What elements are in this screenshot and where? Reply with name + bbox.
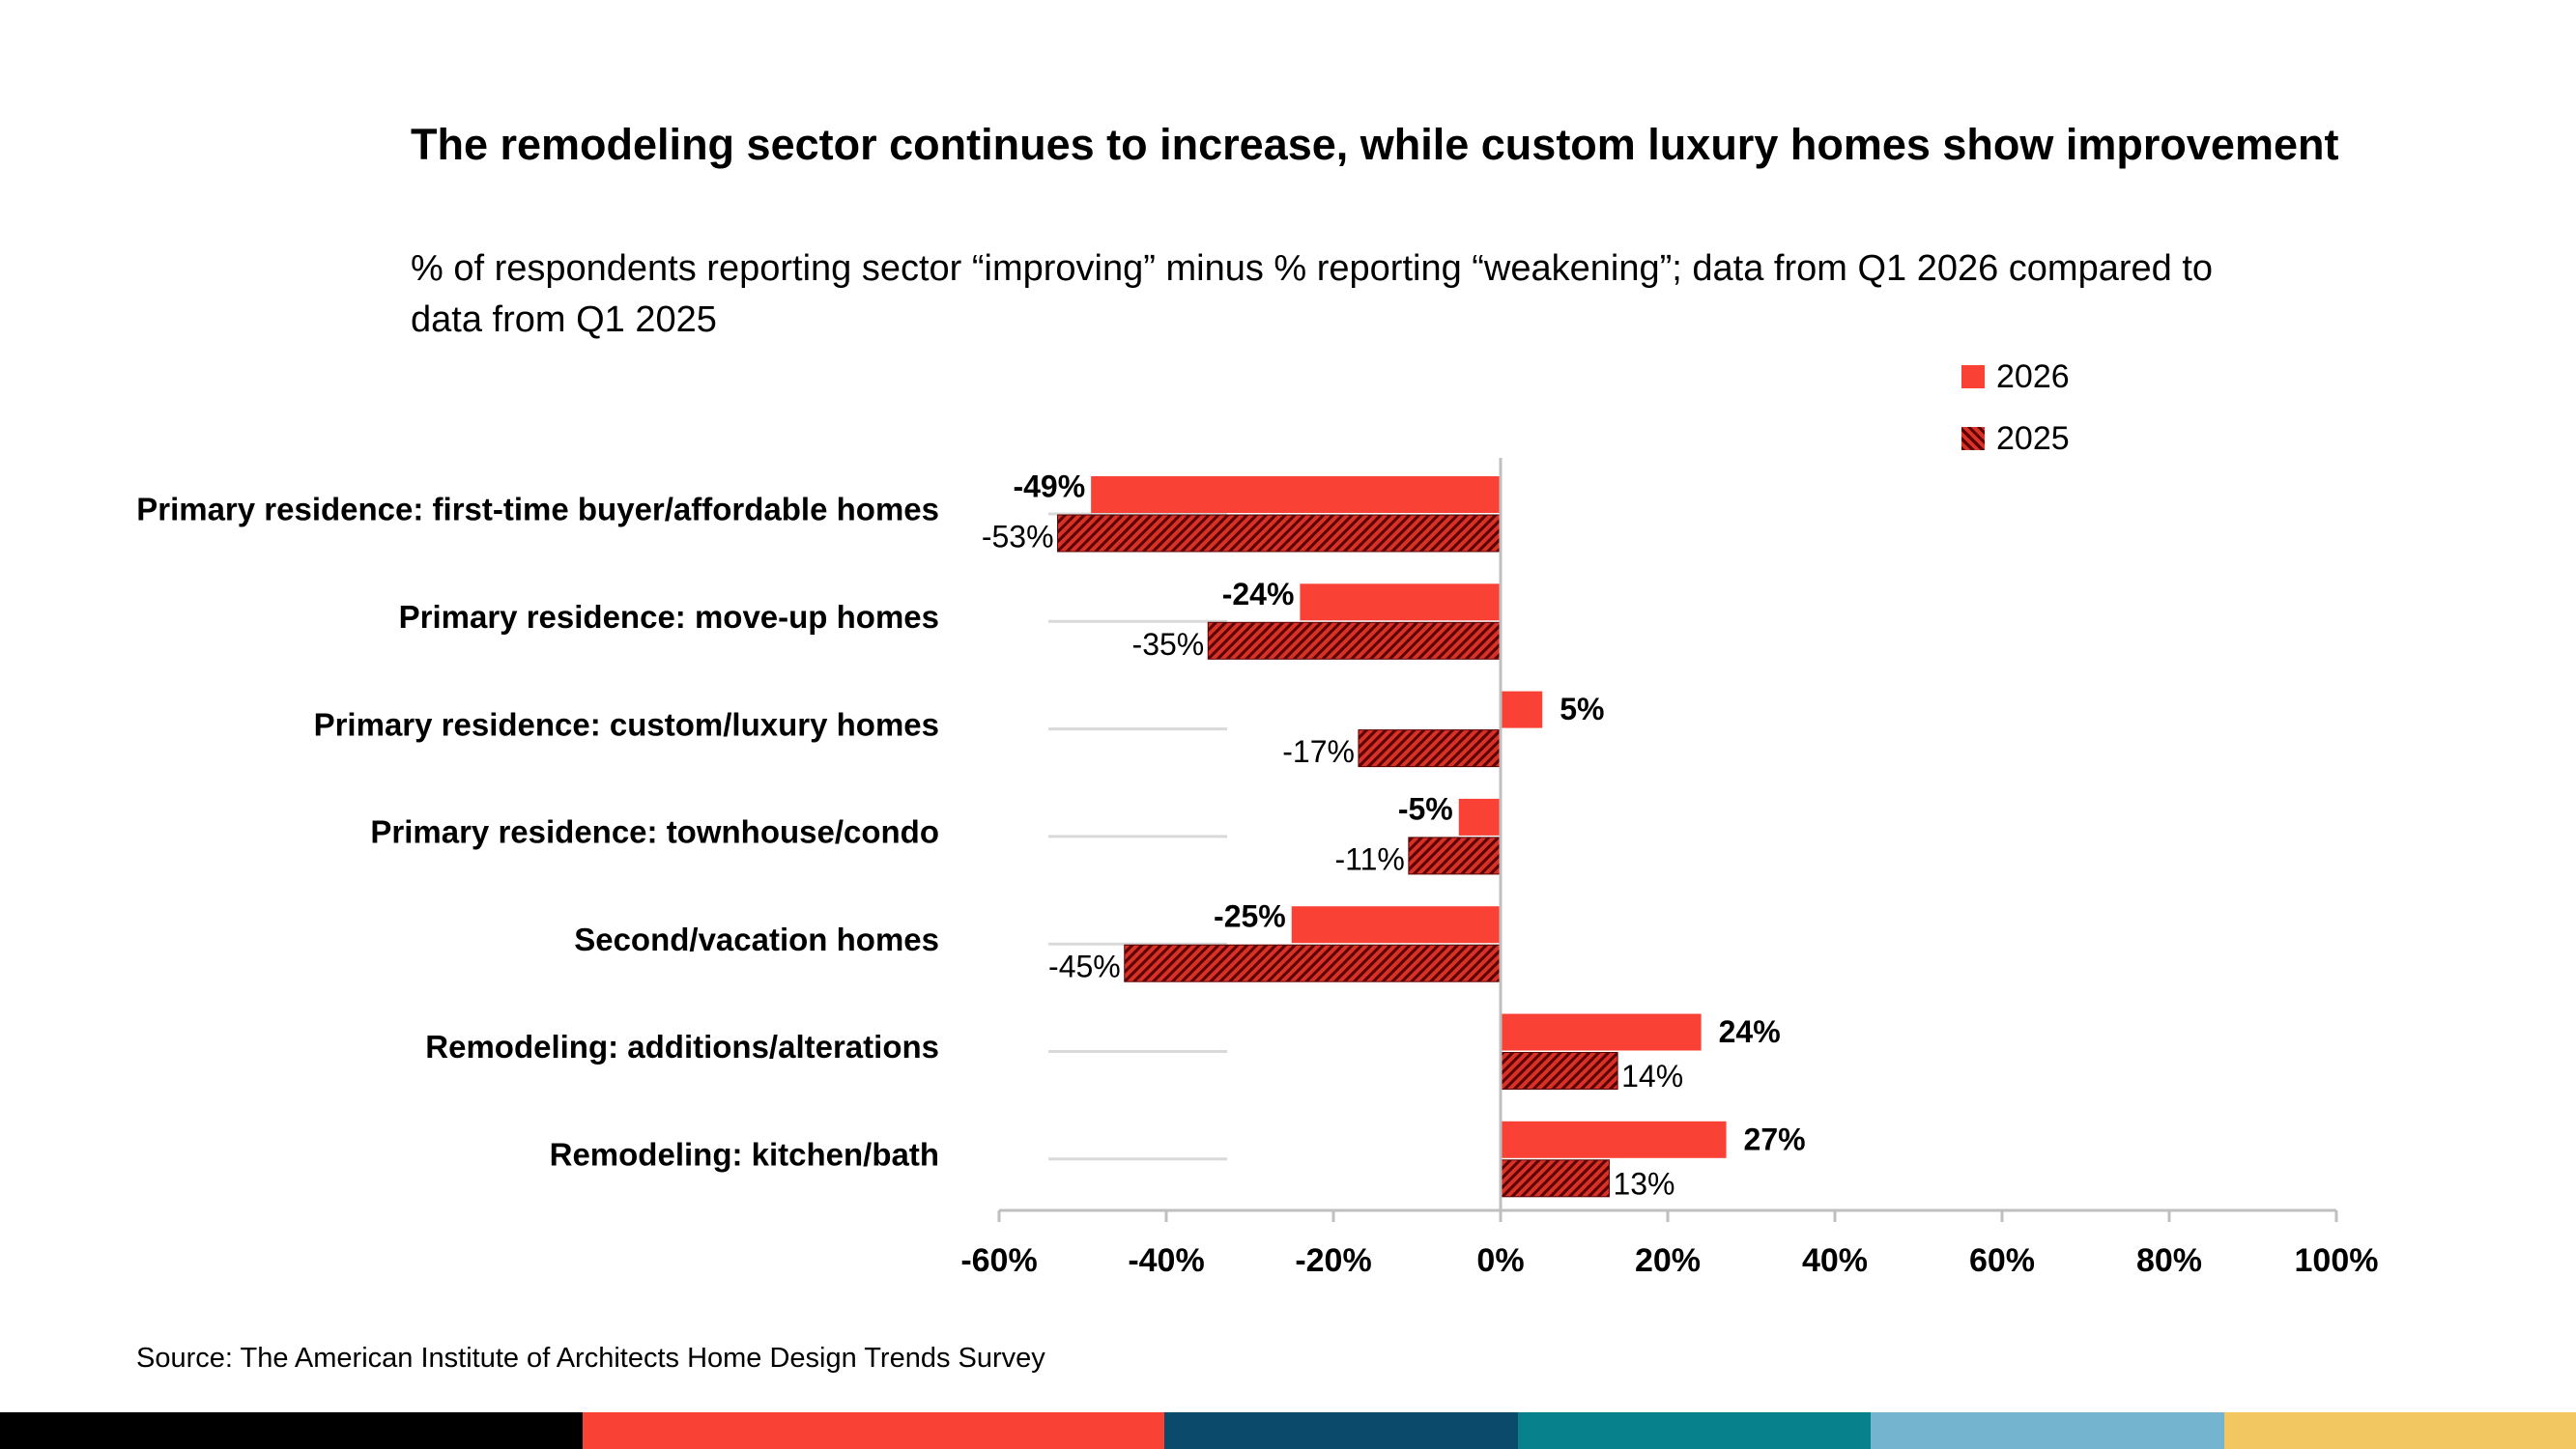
footer-segment — [1871, 1412, 2224, 1449]
data-label-2026: 5% — [1560, 692, 1604, 726]
category-label: Primary residence: custom/luxury homes — [314, 706, 939, 742]
category-label: Primary residence: first-time buyer/affo… — [136, 492, 939, 527]
data-label-2025: -53% — [982, 519, 1054, 554]
data-label-2026: -49% — [1013, 469, 1085, 503]
legend-item-2025: 2025 — [1961, 408, 2070, 469]
bar-chart: -60% -40% -20% 0% 20% 40% 60% 80% 100% Primary re… — [136, 458, 2379, 1279]
x-tick-label: -40% — [1128, 1242, 1204, 1279]
bar-2025 — [1057, 514, 1502, 553]
legend-item-2026: 2026 — [1961, 346, 2070, 408]
footer-color-bar — [0, 1412, 2576, 1449]
data-label-2025: 13% — [1613, 1166, 1674, 1201]
data-label-2026: 27% — [1744, 1122, 1806, 1156]
bar-2026 — [1091, 476, 1501, 513]
data-label-2026: -25% — [1214, 899, 1286, 934]
legend-swatch-2025 — [1961, 427, 1985, 450]
data-label-2025: -11% — [1335, 841, 1405, 876]
category-label: Second/vacation homes — [574, 922, 939, 957]
data-label-2025: -35% — [1132, 627, 1205, 662]
chart-title: The remodeling sector continues to incre… — [411, 120, 2339, 169]
x-tick-label: 20% — [1635, 1242, 1701, 1279]
bar-2025 — [1408, 837, 1502, 875]
x-tick-label: 80% — [2136, 1242, 2202, 1279]
category-label: Primary residence: move-up homes — [399, 599, 939, 635]
footer-segment — [0, 1412, 583, 1449]
x-tick-label: 100% — [2295, 1242, 2379, 1279]
data-label-2025: 14% — [1621, 1059, 1683, 1094]
data-label-2025: -17% — [1282, 734, 1355, 769]
x-tick-label: 0% — [1476, 1242, 1524, 1279]
category-label: Remodeling: additions/alterations — [425, 1029, 939, 1065]
bar-2026 — [1501, 691, 1543, 728]
bar-2026 — [1501, 1013, 1702, 1051]
bar-2026 — [1501, 1121, 1727, 1158]
footer-segment — [1518, 1412, 1871, 1449]
legend: 2026 2025 — [1961, 346, 2070, 469]
data-label-2026: 24% — [1719, 1014, 1781, 1049]
bar-2026 — [1291, 906, 1501, 944]
footer-segment — [1164, 1412, 1518, 1449]
data-label-2026: -5% — [1398, 791, 1453, 826]
source-note: Source: The American Institute of Archit… — [136, 1343, 1045, 1374]
bar-2026 — [1458, 798, 1501, 836]
category-label: Remodeling: kitchen/bath — [550, 1137, 939, 1173]
legend-label-2025: 2025 — [1996, 419, 2070, 457]
bar-2025 — [1500, 1159, 1610, 1198]
data-label-2025: -45% — [1048, 950, 1121, 984]
bar-2025 — [1358, 729, 1502, 768]
data-label-2026: -24% — [1222, 577, 1295, 611]
footer-segment — [583, 1412, 1164, 1449]
bar-2026 — [1300, 583, 1501, 621]
bar-2025 — [1500, 1052, 1618, 1090]
x-tick-label: -60% — [960, 1242, 1037, 1279]
legend-label-2026: 2026 — [1996, 357, 2070, 395]
x-tick-label: 60% — [1969, 1242, 2035, 1279]
legend-swatch-2026 — [1961, 365, 1985, 388]
chart-subtitle: % of respondents reporting sector “impro… — [411, 248, 2214, 340]
category-label: Primary residence: townhouse/condo — [370, 814, 939, 850]
footer-segment — [2224, 1412, 2576, 1449]
bar-2025 — [1124, 944, 1502, 982]
bar-2025 — [1207, 621, 1502, 660]
x-tick-label: -20% — [1295, 1242, 1371, 1279]
x-tick-label: 40% — [1802, 1242, 1868, 1279]
